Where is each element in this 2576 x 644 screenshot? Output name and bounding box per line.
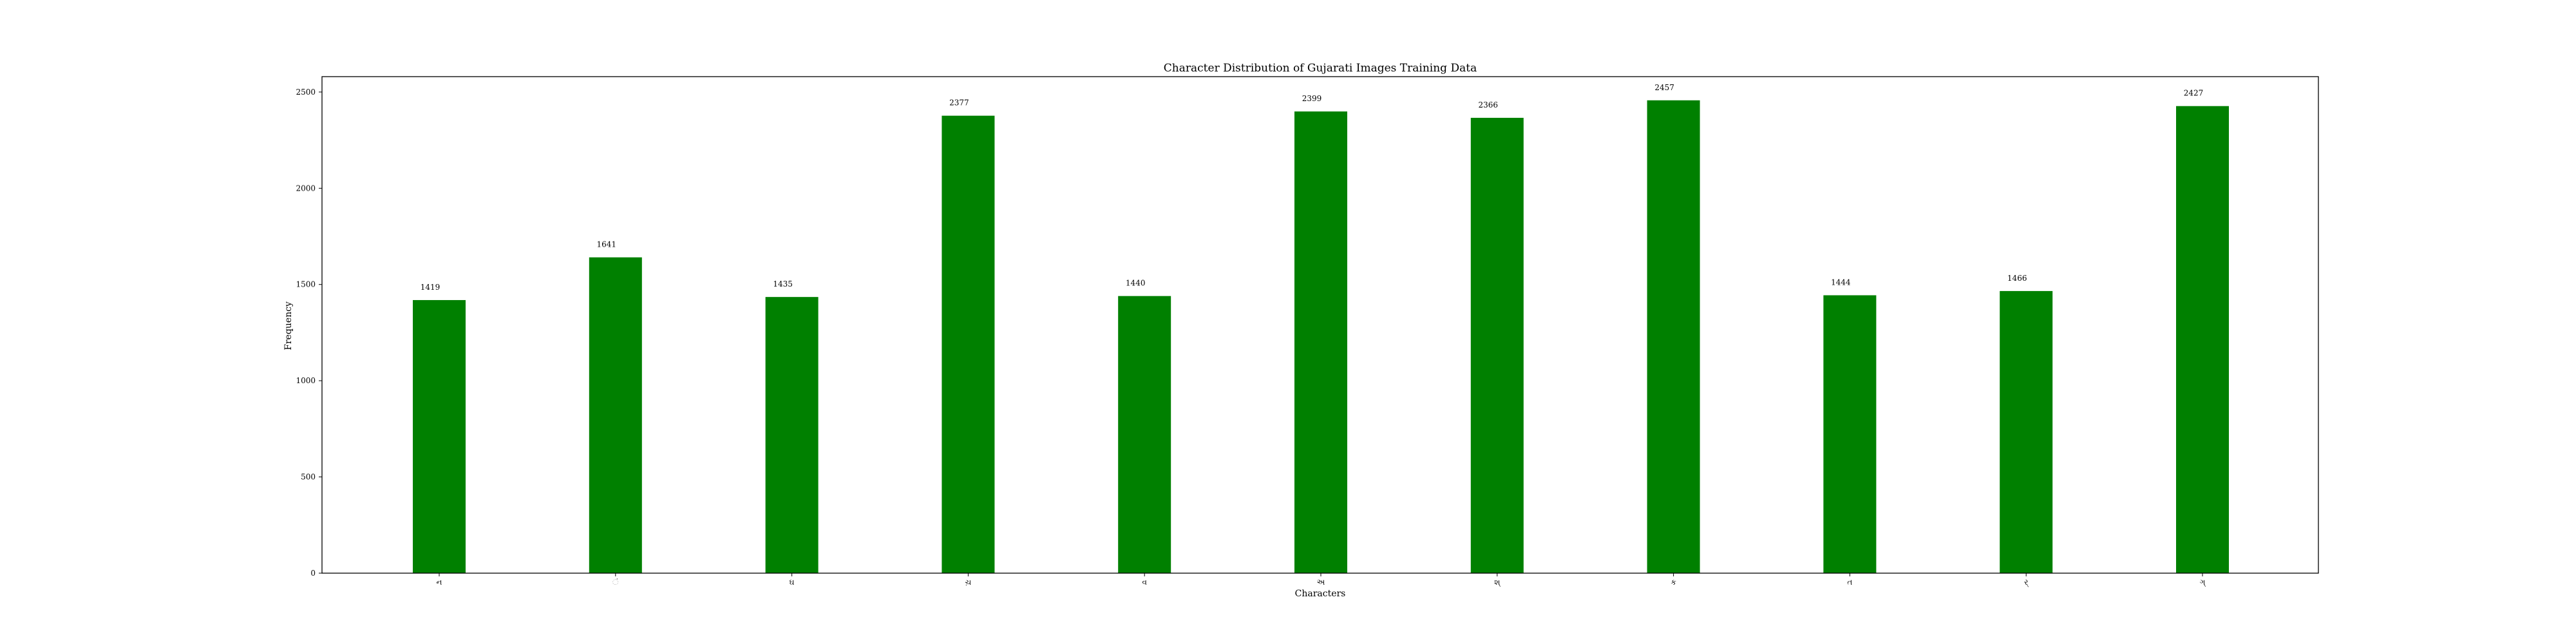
data-label-6: 2366 xyxy=(1479,100,1499,109)
x-tick-label-6: શ્ xyxy=(1494,578,1501,587)
x-tick-label-8: ત xyxy=(1847,578,1852,587)
bar-5 xyxy=(1294,111,1347,573)
y-axis-label: Frequency xyxy=(283,301,294,350)
x-tick-label-7: ક xyxy=(1671,578,1676,587)
data-label-10: 2427 xyxy=(2184,89,2204,98)
x-tick-label-10: ગ્ xyxy=(2200,578,2206,587)
x-tick-label-9: ર્ xyxy=(2024,578,2029,587)
y-tick-label-0: 0 xyxy=(310,569,316,578)
data-label-7: 2457 xyxy=(1654,83,1674,92)
data-label-8: 1444 xyxy=(1831,278,1851,287)
bar-7 xyxy=(1647,100,1700,574)
y-tick-label-5: 2500 xyxy=(296,88,316,97)
data-label-4: 1440 xyxy=(1126,279,1146,288)
bar-2 xyxy=(765,297,819,573)
bar-9 xyxy=(2000,290,2053,573)
bar-3 xyxy=(942,115,995,574)
bar-8 xyxy=(1823,295,1877,573)
y-tick-label-2: 1000 xyxy=(296,376,316,385)
y-axis: 0 500 1000 1500 2000 2500 xyxy=(296,88,322,578)
x-tick-label-1: ં xyxy=(612,578,619,587)
data-label-5: 2399 xyxy=(1302,94,1322,103)
x-axis: નં ઘ ચ઼ વ અ શ્ ક ત ર્ ગ્ xyxy=(437,573,2206,587)
y-tick-label-3: 1500 xyxy=(296,280,316,289)
data-label-9: 1466 xyxy=(2007,274,2027,283)
data-label-3: 2377 xyxy=(949,99,969,108)
bars-group xyxy=(413,100,2229,574)
x-tick-label-0: ન xyxy=(437,578,442,587)
bar-4 xyxy=(1118,296,1171,573)
x-tick-label-3: ચ઼ xyxy=(965,578,972,587)
bar-1 xyxy=(589,257,642,573)
bar-10 xyxy=(2176,106,2229,573)
x-tick-label-4: વ xyxy=(1142,578,1146,587)
y-tick-label-1: 500 xyxy=(301,473,316,482)
data-labels-group: 1419 1641 1435 2377 1440 2399 2366 2457 1444 1466… xyxy=(421,83,2204,292)
data-label-0: 1419 xyxy=(421,283,440,292)
bar-6 xyxy=(1470,117,1524,573)
chart-title: Character Distribution of Gujarati Image… xyxy=(1164,62,1477,75)
plot-frame xyxy=(321,76,2319,574)
bar-0 xyxy=(413,299,466,573)
data-label-2: 1435 xyxy=(773,279,793,289)
x-tick-label-5: અ xyxy=(1317,578,1325,587)
data-label-1: 1641 xyxy=(597,240,617,249)
x-axis-label: Characters xyxy=(1295,589,1346,599)
y-tick-label-4: 2000 xyxy=(296,184,316,193)
x-tick-label-2: ઘ xyxy=(790,578,795,587)
